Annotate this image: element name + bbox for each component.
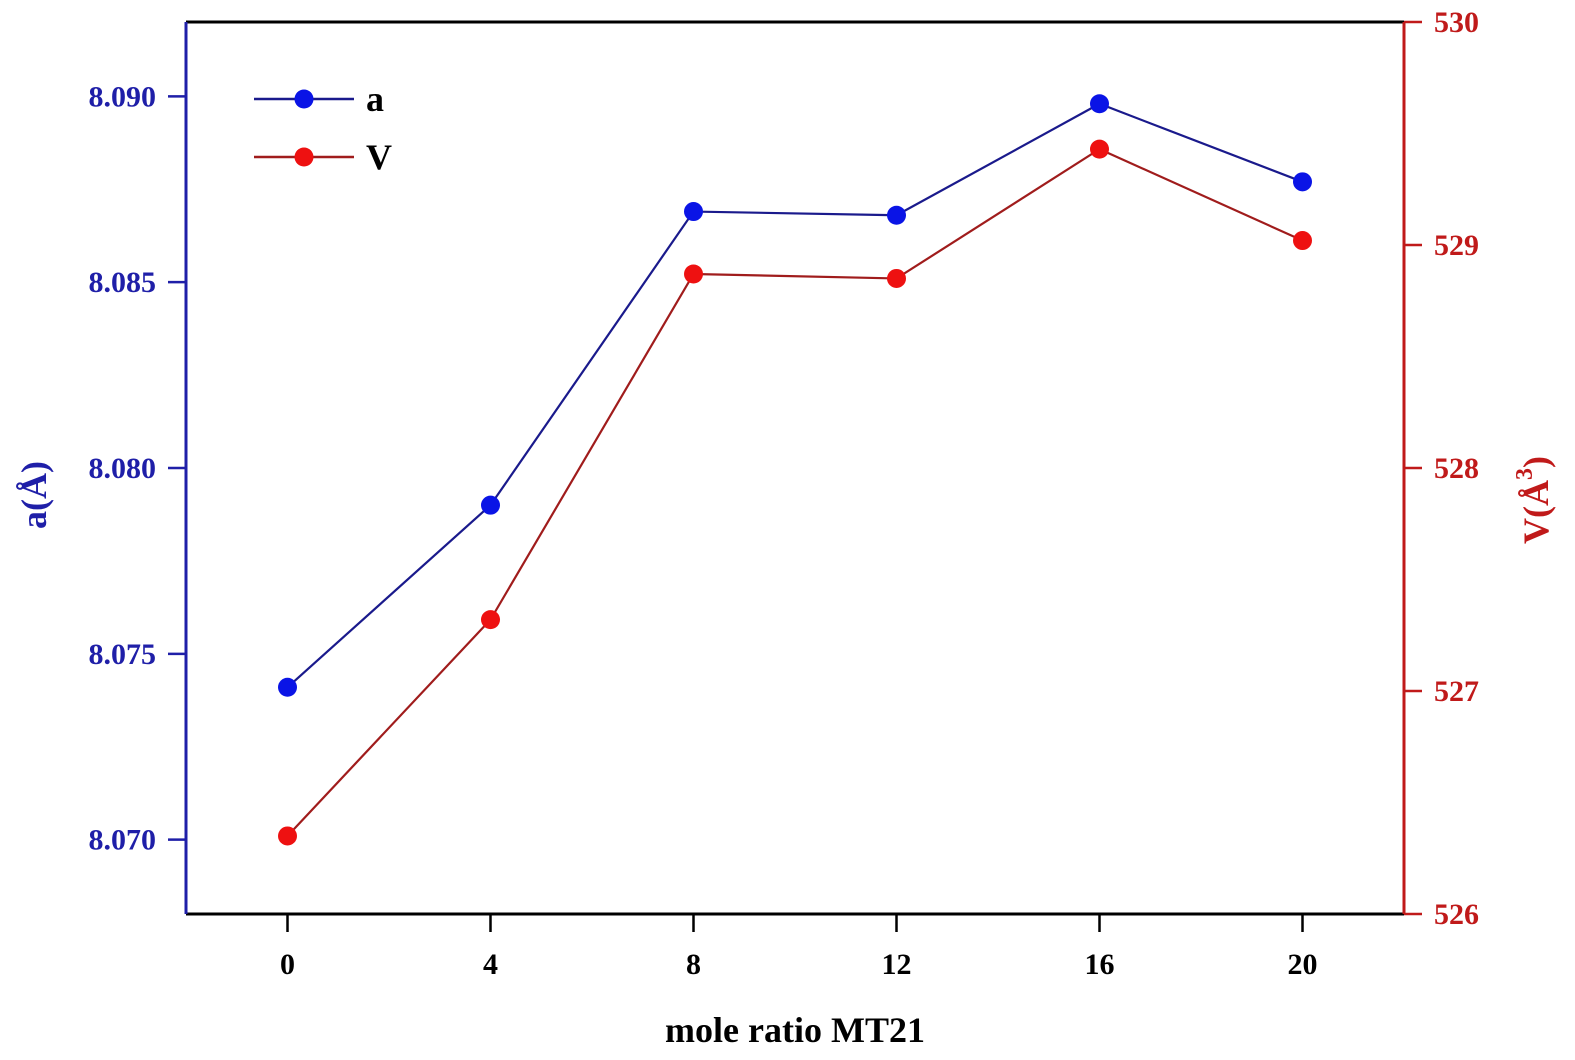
x-tick-label: 4 xyxy=(483,948,498,981)
y-right-tick-label: 529 xyxy=(1434,229,1479,262)
x-tick-label: 12 xyxy=(882,948,912,981)
y-axis-right: 526 527 528 529 530 xyxy=(1404,6,1479,931)
y-left-tick-label: 8.090 xyxy=(89,80,157,113)
data-point-a xyxy=(481,495,500,515)
legend-label-V: V xyxy=(366,137,392,177)
data-point-V xyxy=(887,268,906,288)
y-left-tick-label: 8.070 xyxy=(89,824,157,857)
data-point-a xyxy=(684,202,703,222)
x-tick-label: 8 xyxy=(686,948,701,981)
x-tick-label: 0 xyxy=(280,948,295,981)
series-group xyxy=(278,94,1312,846)
x-axis: 0 4 8 12 16 20 xyxy=(280,914,1318,981)
data-point-V xyxy=(278,826,297,846)
y-left-tick-label: 8.075 xyxy=(89,638,157,671)
legend-label-a: a xyxy=(366,79,384,119)
data-point-a xyxy=(887,205,906,225)
y-right-tick-label: 530 xyxy=(1434,6,1479,39)
x-axis-title: mole ratio MT21 xyxy=(665,1010,925,1050)
data-point-a xyxy=(1293,172,1312,192)
y-right-tick-label: 526 xyxy=(1434,898,1479,931)
data-point-V xyxy=(1090,139,1109,159)
data-point-V xyxy=(684,264,703,284)
data-point-V xyxy=(481,610,500,630)
data-point-V xyxy=(1293,231,1312,251)
y-axis-right-title: V(Å3) xyxy=(1512,456,1556,544)
y-axis-left: 8.070 8.075 8.080 8.085 8.090 xyxy=(89,80,186,857)
legend-marker-a xyxy=(294,89,314,109)
data-point-a xyxy=(278,677,297,697)
y-left-tick-label: 8.085 xyxy=(89,266,157,299)
series-line-a xyxy=(286,102,1303,689)
series-line-V xyxy=(286,147,1303,837)
y-right-tick-label: 528 xyxy=(1434,452,1479,485)
y-axis-right-title-sup: 3 xyxy=(1512,468,1538,480)
y-axis-right-title-close: ) xyxy=(1516,456,1556,468)
y-axis-right-title-main: V(Å xyxy=(1516,480,1556,544)
x-tick-label: 20 xyxy=(1288,948,1318,981)
legend-marker-V xyxy=(294,147,314,167)
data-point-a xyxy=(1090,94,1109,114)
x-tick-label: 16 xyxy=(1085,948,1115,981)
y-right-tick-label: 527 xyxy=(1434,675,1479,708)
legend: aV xyxy=(254,79,392,177)
y-left-tick-label: 8.080 xyxy=(89,452,157,485)
y-axis-left-title: a(Å) xyxy=(14,461,54,529)
